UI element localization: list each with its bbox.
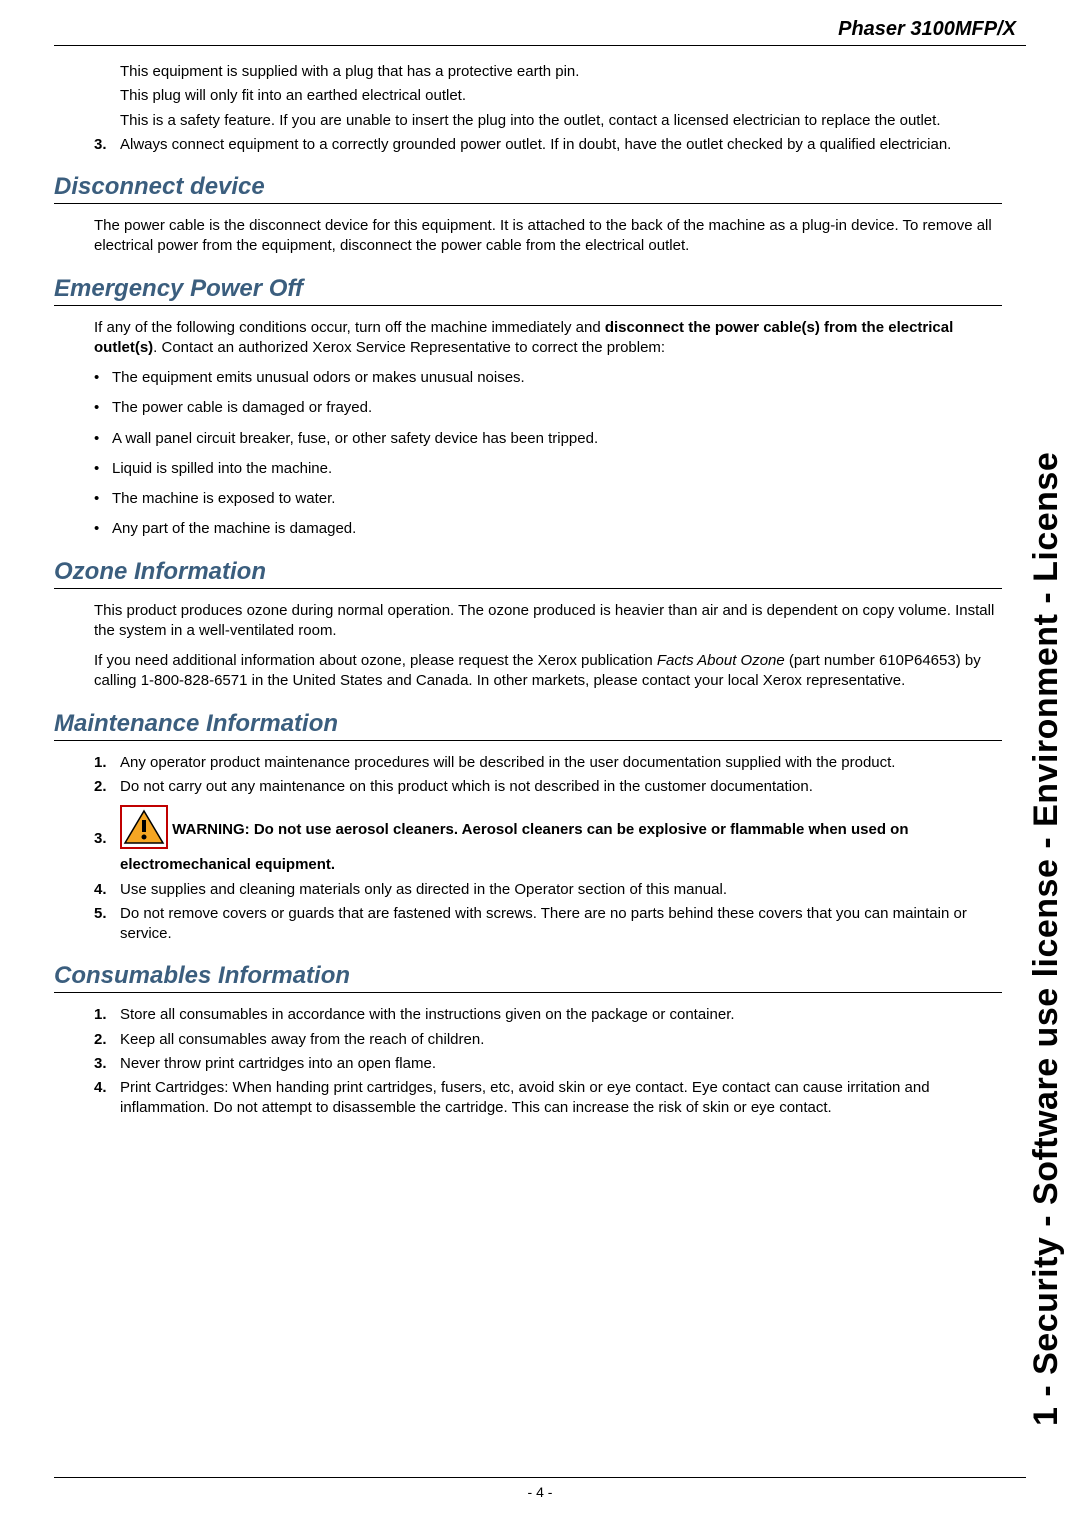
- bullet-dot: •: [94, 429, 112, 449]
- heading-disconnect: Disconnect device: [54, 173, 1002, 201]
- ozone-para2-italic: Facts About Ozone: [657, 652, 785, 669]
- intro-line-1: This equipment is supplied with a plug t…: [120, 62, 1002, 82]
- list-text: Never throw print cartridges into an ope…: [120, 1054, 1002, 1074]
- list-number: 3.: [94, 135, 120, 155]
- sidebar-chapter-label: 1 - Security - Software use license - En…: [1026, 46, 1066, 1426]
- heading-maintenance: Maintenance Information: [54, 710, 1002, 738]
- list-number: 3.: [94, 1054, 120, 1074]
- ozone-para-1: This product produces ozone during norma…: [94, 601, 1002, 642]
- bullet-text: Liquid is spilled into the machine.: [112, 459, 1002, 479]
- list-text: Always connect equipment to a correctly …: [120, 135, 1002, 155]
- list-text: Keep all consumables away from the reach…: [120, 1030, 1002, 1050]
- heading-ozone: Ozone Information: [54, 558, 1002, 586]
- ozone-para-2: If you need additional information about…: [94, 651, 1002, 692]
- heading-rule: [54, 203, 1002, 204]
- emergency-bullet: •Any part of the machine is damaged.: [94, 519, 1002, 539]
- bullet-text: The power cable is damaged or frayed.: [112, 398, 1002, 418]
- bullet-dot: •: [94, 459, 112, 479]
- emergency-bullet: •A wall panel circuit breaker, fuse, or …: [94, 429, 1002, 449]
- bullet-dot: •: [94, 368, 112, 388]
- page-number: - 4 -: [528, 1484, 553, 1500]
- list-text: Store all consumables in accordance with…: [120, 1005, 1002, 1025]
- list-number: 5.: [94, 904, 120, 945]
- heading-rule: [54, 740, 1002, 741]
- heading-rule: [54, 305, 1002, 306]
- list-number: 1.: [94, 753, 120, 773]
- consumables-item: 1. Store all consumables in accordance w…: [94, 1005, 1002, 1025]
- emergency-para: If any of the following conditions occur…: [94, 318, 1002, 359]
- heading-rule: [54, 588, 1002, 589]
- page-footer: - 4 -: [54, 1477, 1026, 1500]
- emergency-para-prefix: If any of the following conditions occur…: [94, 319, 605, 336]
- warning-icon: [120, 805, 168, 855]
- bullet-text: Any part of the machine is damaged.: [112, 519, 1002, 539]
- intro-line-2: This plug will only fit into an earthed …: [120, 86, 1002, 106]
- disconnect-para: The power cable is the disconnect device…: [94, 216, 1002, 257]
- consumables-item: 4. Print Cartridges: When handing print …: [94, 1078, 1002, 1119]
- maintenance-item: 2. Do not carry out any maintenance on t…: [94, 777, 1002, 797]
- list-number: 2.: [94, 777, 120, 797]
- bullet-dot: •: [94, 398, 112, 418]
- intro-line-3: This is a safety feature. If you are una…: [120, 111, 1002, 131]
- list-number: 4.: [94, 1078, 120, 1119]
- ozone-para2-prefix: If you need additional information about…: [94, 652, 657, 669]
- list-number: 3.: [94, 805, 120, 849]
- list-text: Print Cartridges: When handing print car…: [120, 1078, 1002, 1119]
- emergency-para-suffix: . Contact an authorized Xerox Service Re…: [153, 339, 665, 356]
- consumables-item: 3. Never throw print cartridges into an …: [94, 1054, 1002, 1074]
- list-number: 2.: [94, 1030, 120, 1050]
- heading-consumables: Consumables Information: [54, 962, 1002, 990]
- warning-text: WARNING: Do not use aerosol cleaners. Ae…: [120, 821, 909, 873]
- list-number: 4.: [94, 880, 120, 900]
- bullet-dot: •: [94, 519, 112, 539]
- maintenance-item: 1. Any operator product maintenance proc…: [94, 753, 1002, 773]
- heading-emergency: Emergency Power Off: [54, 275, 1002, 303]
- list-text: Do not remove covers or guards that are …: [120, 904, 1002, 945]
- list-text: Do not carry out any maintenance on this…: [120, 777, 1002, 797]
- bullet-text: The machine is exposed to water.: [112, 489, 1002, 509]
- maintenance-item: 5. Do not remove covers or guards that a…: [94, 904, 1002, 945]
- maintenance-item-warning: 3. WARNING: Do not use aerosol cleaners.…: [94, 805, 1002, 876]
- bullet-dot: •: [94, 489, 112, 509]
- emergency-bullet: •Liquid is spilled into the machine.: [94, 459, 1002, 479]
- emergency-bullet: •The equipment emits unusual odors or ma…: [94, 368, 1002, 388]
- intro-item-3: 3. Always connect equipment to a correct…: [94, 135, 1002, 155]
- bullet-text: A wall panel circuit breaker, fuse, or o…: [112, 429, 1002, 449]
- bullet-text: The equipment emits unusual odors or mak…: [112, 368, 1002, 388]
- heading-rule: [54, 992, 1002, 993]
- list-text: Any operator product maintenance procedu…: [120, 753, 1002, 773]
- emergency-bullet: •The power cable is damaged or frayed.: [94, 398, 1002, 418]
- header-product: Phaser 3100MFP/X: [54, 18, 1026, 46]
- list-number: 1.: [94, 1005, 120, 1025]
- maintenance-item: 4. Use supplies and cleaning materials o…: [94, 880, 1002, 900]
- consumables-item: 2. Keep all consumables away from the re…: [94, 1030, 1002, 1050]
- emergency-bullet: •The machine is exposed to water.: [94, 489, 1002, 509]
- list-text: WARNING: Do not use aerosol cleaners. Ae…: [120, 805, 1002, 876]
- list-text: Use supplies and cleaning materials only…: [120, 880, 1002, 900]
